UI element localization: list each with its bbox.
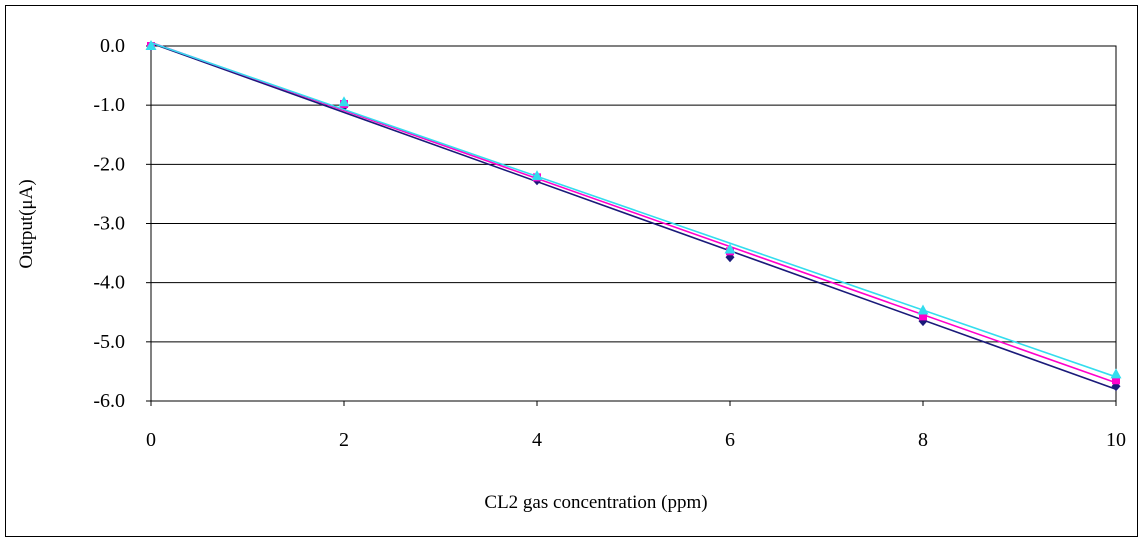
x-tick-label: 6 <box>725 429 735 451</box>
y-tick-label: -2.0 <box>93 153 125 175</box>
y-axis-title: Output(μA) <box>16 179 37 268</box>
x-axis-title: CL2 gas concentration (ppm) <box>484 492 707 513</box>
data-point <box>919 312 927 321</box>
trendline <box>150 42 1117 390</box>
x-tick-label: 8 <box>918 429 928 451</box>
data-point <box>145 40 157 50</box>
data-point <box>917 304 929 315</box>
y-tick-label: -1.0 <box>93 94 125 116</box>
y-tick-label: -4.0 <box>93 272 125 294</box>
y-tick-label: -3.0 <box>93 213 125 235</box>
y-tick-label: 0.0 <box>100 35 125 57</box>
y-tick-label: -6.0 <box>93 390 125 412</box>
axes: 0.0 -1.0 -2.0 -3.0 -4.0 -5.0 -6.0 0 2 4 6 8 10 <box>93 35 1126 451</box>
x-tick-label: 4 <box>532 429 542 451</box>
x-tick-label: 0 <box>146 429 156 451</box>
x-tick-label: 10 <box>1106 429 1126 451</box>
data-point <box>1112 376 1120 385</box>
gridlines <box>151 45 1116 402</box>
y-tick-label: -5.0 <box>93 331 125 353</box>
data-point <box>338 96 350 107</box>
x-tick-label: 2 <box>339 429 349 451</box>
chart-frame <box>5 5 1138 537</box>
data-point <box>724 243 736 254</box>
series-3 <box>145 40 1122 379</box>
data-point <box>1110 368 1122 379</box>
data-point <box>531 170 543 181</box>
trendline <box>150 41 1117 378</box>
series-layer <box>145 40 1122 392</box>
